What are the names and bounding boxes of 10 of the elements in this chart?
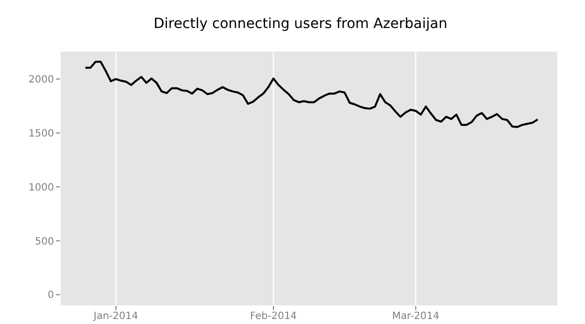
y-tick-label: 1500 — [28, 128, 54, 140]
y-tick-label: 500 — [34, 236, 54, 248]
x-tick-label: Feb-2014 — [250, 311, 297, 322]
y-tick-label: 0 — [48, 290, 54, 302]
x-tick-label: Jan-2014 — [92, 311, 138, 322]
chart-title: Directly connecting users from Azerbaijan — [152, 16, 448, 32]
x-tick-label: Mar-2014 — [392, 311, 440, 322]
y-tick-label: 1000 — [28, 182, 54, 194]
y-tick-label: 2000 — [28, 74, 54, 86]
line-series — [84, 60, 539, 128]
